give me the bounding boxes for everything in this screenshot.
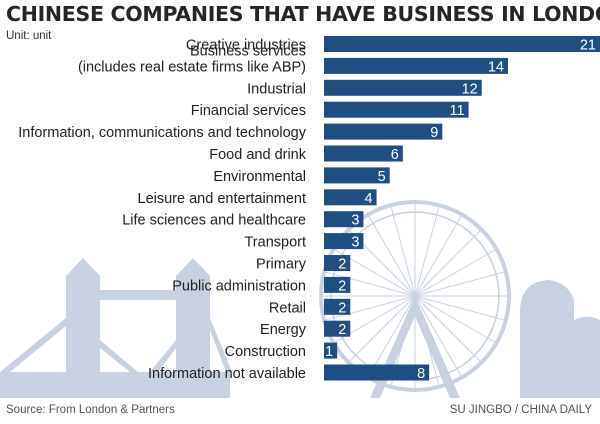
bar-value-label: 5: [378, 169, 386, 185]
wheel-spoke: [367, 214, 416, 297]
wheel-spoke: [414, 295, 440, 387]
bar: [324, 101, 469, 118]
category-label: Construction: [225, 344, 306, 360]
bar-value-label: 8: [417, 366, 425, 382]
bar: [324, 320, 351, 337]
bar-value-label: 2: [338, 300, 346, 316]
category-label: Transport: [244, 235, 306, 251]
tower-bridge-illustration: [0, 258, 232, 398]
wheel-spoke: [324, 295, 416, 321]
category-label: Retail: [269, 300, 306, 316]
bar: [324, 145, 403, 162]
bar-value-label: 2: [338, 257, 346, 273]
gherkin-building-illustration: [520, 280, 600, 398]
bar-value-label: 3: [351, 235, 359, 251]
credit-note: SU JINGBO / CHINA DAILY: [449, 404, 592, 416]
category-label: Information, communications and technolo…: [18, 125, 306, 141]
bar: [324, 342, 338, 359]
category-label: (includes real estate firms like ABP): [78, 59, 306, 75]
bar-value-label: 4: [364, 191, 372, 207]
bar: [324, 79, 482, 96]
bar-value-label: 2: [338, 278, 346, 294]
bar: [324, 189, 377, 206]
wheel-spoke: [414, 295, 463, 378]
bar: [324, 364, 430, 381]
wheel-spoke: [414, 229, 482, 297]
bar-value-label: 12: [462, 81, 478, 97]
bar-value-label: 2: [338, 322, 346, 338]
bar: [324, 255, 351, 271]
bar-value-label: 14: [488, 59, 504, 75]
category-label: Energy: [260, 322, 307, 338]
bar: [324, 123, 443, 140]
chart-title: CHINESE COMPANIES THAT HAVE BUSINESS IN …: [6, 2, 600, 26]
category-label: Information not available: [148, 366, 306, 382]
category-label: Environmental: [213, 169, 306, 185]
bar: [324, 211, 364, 228]
category-label: Life sciences and healthcare: [122, 213, 306, 229]
wheel-spoke: [414, 205, 440, 297]
bar: [324, 298, 351, 315]
category-label: Industrial: [247, 81, 306, 97]
wheel-spoke: [414, 295, 482, 363]
bar-value-label: 21: [580, 38, 596, 54]
bar: [324, 36, 600, 52]
wheel-spoke: [367, 295, 416, 378]
category-label: Public administration: [172, 278, 306, 294]
london-eye-illustration: [319, 200, 511, 398]
bar: [324, 57, 508, 74]
bar: [324, 276, 351, 293]
bar: [324, 167, 390, 184]
wheel-spoke: [390, 205, 416, 297]
london-skyline-illustration: [0, 200, 600, 398]
bar-value-label: 11: [450, 103, 465, 119]
wheel-spoke: [414, 271, 506, 297]
category-label: Business services: [190, 43, 306, 59]
wheel-spoke: [414, 248, 497, 297]
wheel-spoke: [414, 295, 497, 344]
bar-value-label: 3: [351, 213, 359, 229]
category-label: Primary: [256, 257, 307, 273]
unit-label: Unit: unit: [6, 30, 52, 42]
wheel-spoke: [414, 214, 463, 297]
bar-value-label: 9: [430, 125, 438, 141]
bar-value-label: 6: [391, 147, 399, 163]
category-label: Financial services: [191, 103, 306, 119]
category-label: Food and drink: [209, 147, 306, 163]
category-label: Creative industries: [186, 38, 306, 54]
source-note: Source: From London & Partners: [6, 404, 175, 416]
bar-value-label: 1: [325, 344, 333, 360]
wheel-spoke: [348, 295, 416, 363]
bar: [324, 233, 364, 250]
wheel-spoke: [324, 271, 416, 297]
category-label: Leisure and entertainment: [138, 191, 306, 207]
wheel-spoke: [414, 295, 506, 321]
